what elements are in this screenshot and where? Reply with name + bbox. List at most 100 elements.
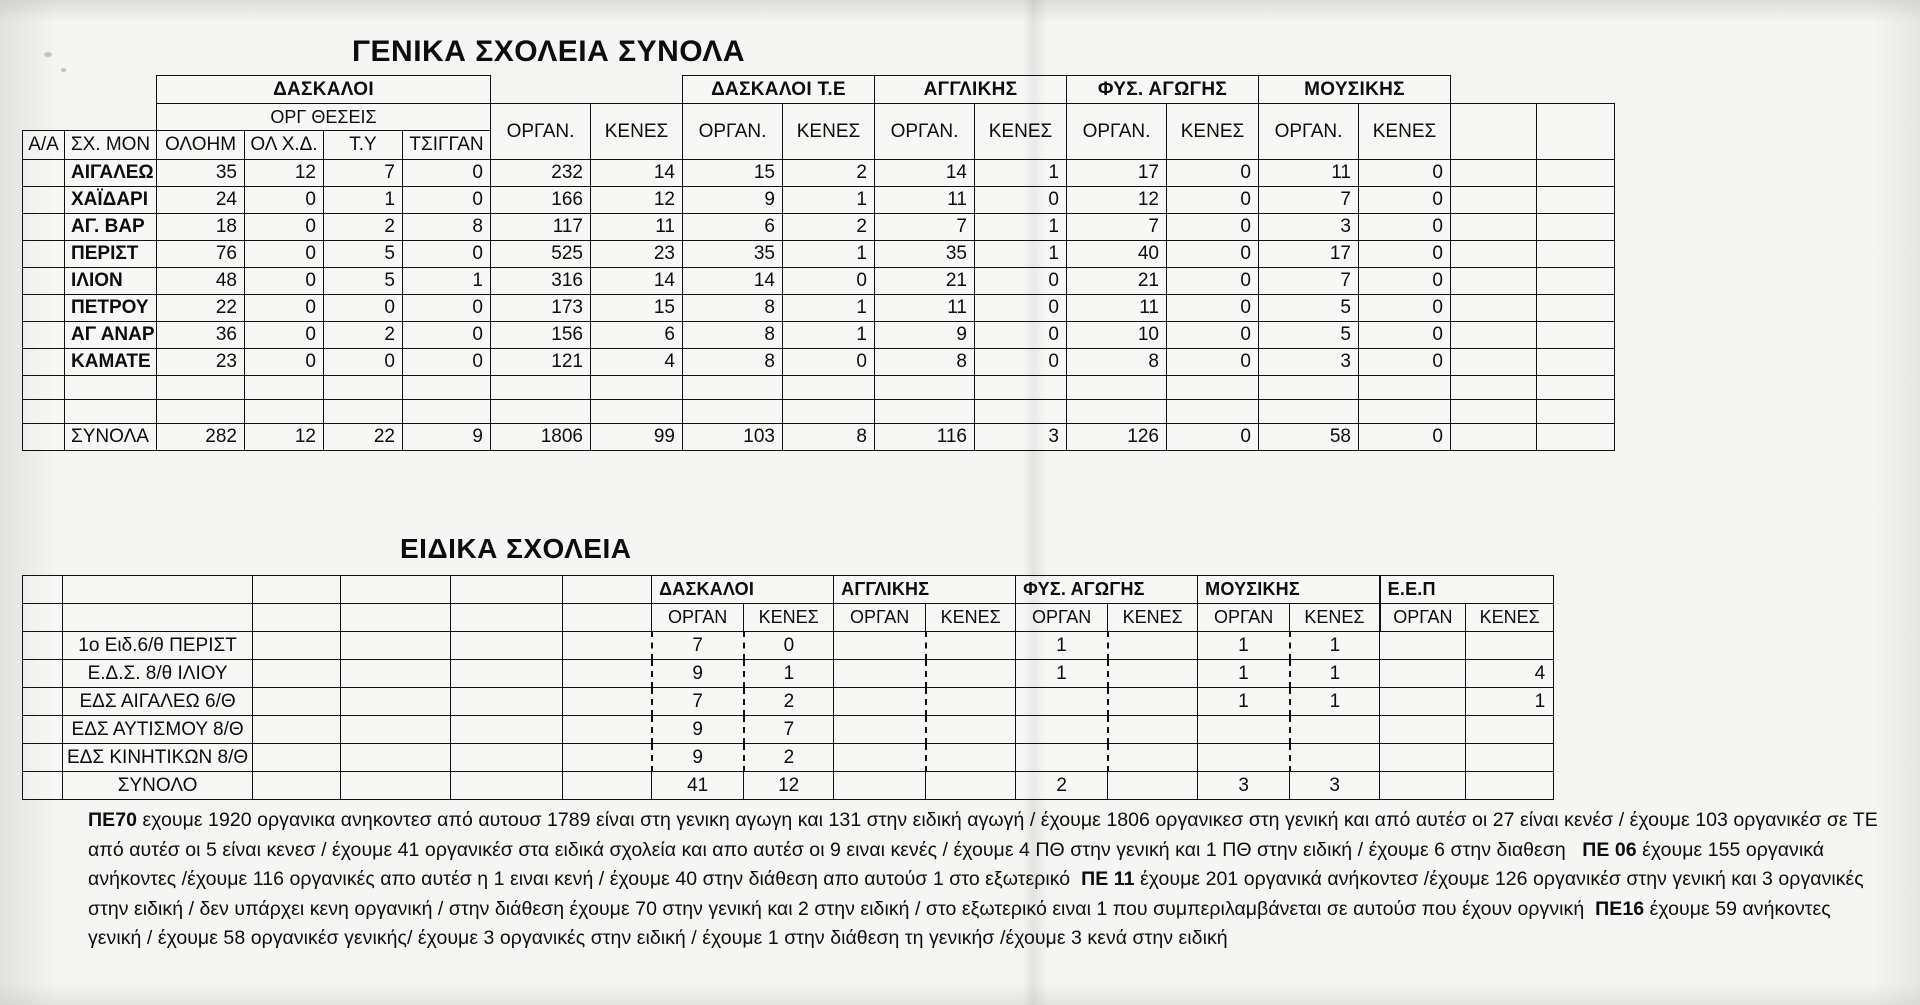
cell-extra-2: [1536, 294, 1615, 322]
table-subgroup-header-row: ΟΡΓ ΘΕΣΕΙΣ ΟΡΓΑΝ. ΚΕΝΕΣ ΟΡΓΑΝ. ΚΕΝΕΣ ΟΡΓ…: [23, 103, 1615, 160]
cell-pe-organ: 11: [1066, 294, 1167, 322]
table-row: ΠΕΡΙΣΤ 76 0 5 0 525 23 35 1 35 1 40 0 17…: [22, 240, 1615, 268]
cell-blank-4: [340, 743, 452, 772]
cell-te-kenes: 2: [782, 213, 875, 241]
blank-cell: [1536, 375, 1615, 400]
cell-aa: [22, 348, 65, 376]
cell-en-organ: 21: [874, 267, 975, 295]
table-row: ΚΑΜΑΤΕ 23 0 0 0 121 4 8 0 8 0 8 0 3 0: [22, 348, 1615, 376]
cell-extra-1: [1450, 294, 1537, 322]
blank-cell: [1066, 399, 1167, 424]
blank-cell: [244, 375, 324, 400]
blank-cell: [1258, 375, 1359, 400]
cell-pe-organ: 8: [1066, 348, 1167, 376]
cell-school-name: ΑΓ. ΒΑΡ: [64, 213, 157, 241]
cell-mu-organ: 7: [1258, 267, 1359, 295]
cell-extra-2: [1536, 159, 1615, 187]
cell-d-kenes: 0: [743, 631, 835, 660]
table-row: ΑΓ ΑΝΑΡ 36 0 2 0 156 6 8 1 9 0 10 0 5 0: [22, 321, 1615, 349]
spacer-cell: [252, 575, 342, 604]
cell-olohm: 24: [156, 186, 245, 214]
cell-blank-3: [252, 659, 342, 688]
table-row: ΕΔΣ ΑΙΓΑΛΕΩ 6/Θ 7 2 1 1 1: [22, 687, 1555, 716]
cell-school-name: ΠΕΡΙΣΤ: [64, 240, 157, 268]
table-row: ΕΔΣ ΚΙΝΗΤΙΚΩΝ 8/Θ 9 2: [22, 743, 1555, 772]
cell-school-name: ΕΔΣ ΑΙΓΑΛΕΩ 6/Θ: [61, 687, 254, 716]
spacer-cell: [340, 575, 452, 604]
blank-cell: [402, 399, 491, 424]
cell-mu-kenes: 0: [1358, 159, 1451, 187]
cell-ol-xd: 0: [244, 213, 324, 241]
cell-d-kenes: 2: [743, 743, 835, 772]
cell-mu-organ: 1: [1197, 659, 1291, 688]
column-header-sx-mon: ΣΧ. ΜΟΝ: [64, 130, 157, 160]
cell-ol-xd: 12: [244, 159, 324, 187]
cell-blank-5: [450, 743, 564, 772]
cell-total-d-organ: 41: [651, 771, 745, 800]
cell-te-organ: 6: [682, 213, 783, 241]
cell-en-kenes: 1: [974, 240, 1067, 268]
cell-total-pe-kenes: [1107, 771, 1199, 800]
cell-blank-3: [252, 715, 342, 744]
cell-school-name: ΕΔΣ ΚΙΝΗΤΙΚΩΝ 8/Θ: [61, 743, 254, 772]
cell-total-mu-kenes: 3: [1289, 771, 1381, 800]
cell-pe-organ: 40: [1066, 240, 1167, 268]
note-label-pe16: ΠΕ16: [1595, 897, 1645, 920]
cell-d-organ: 232: [490, 159, 591, 187]
blank-cell: [874, 375, 975, 400]
blank-cell: [490, 375, 591, 400]
spacer-cell: [340, 603, 452, 632]
cell-te-kenes: 0: [782, 267, 875, 295]
group-header-eep: Ε.Ε.Π: [1378, 575, 1555, 604]
table-row: ΧΑΪΔΑΡΙ 24 0 1 0 166 12 9 1 11 0 12 0 7 …: [22, 186, 1615, 214]
cell-te-kenes: 0: [782, 348, 875, 376]
column-header-mu-kenes: ΚΕΝΕΣ: [1289, 603, 1381, 632]
cell-olohm: 48: [156, 267, 245, 295]
cell-blank-6: [562, 771, 653, 800]
page-title-special: ΕΙΔΙΚΑ ΣΧΟΛΕΙΑ: [400, 533, 632, 564]
blank-cell: [682, 399, 783, 424]
cell-total-en-organ: 116: [874, 423, 975, 451]
cell-pe-organ: [1015, 743, 1109, 772]
table-row: ΕΔΣ ΑΥΤΙΣΜΟΥ 8/Θ 9 7: [22, 715, 1555, 744]
cell-school-name: 1ο Ειδ.6/θ ΠΕΡΙΣΤ: [61, 631, 254, 660]
cell-mu-organ: 7: [1258, 186, 1359, 214]
column-header-te-kenes: ΚΕΝΕΣ: [782, 103, 875, 160]
cell-en-organ: 11: [874, 186, 975, 214]
cell-ty: 1: [323, 186, 403, 214]
column-header-pe-kenes: ΚΕΝΕΣ: [1166, 103, 1259, 160]
special-schools-table: ΔΑΣΚΑΛΟΙ ΑΓΓΛΙΚΗΣ ΦΥΣ. ΑΓΩΓΗΣ ΜΟΥΣΙΚΗΣ Ε…: [22, 575, 1555, 800]
cell-aa: [22, 186, 65, 214]
cell-blank-4: [340, 771, 452, 800]
cell-extra-1: [1450, 348, 1537, 376]
table-column-header-row: Α/Α ΣΧ. ΜΟΝ ΟΛΟΗΜ ΟΛ Χ.Δ. Τ.Υ ΤΣΙΓΓΑΝ: [22, 130, 1615, 160]
cell-te-kenes: 1: [782, 321, 875, 349]
cell-mu-organ: 11: [1258, 159, 1359, 187]
cell-pe-organ: 12: [1066, 186, 1167, 214]
cell-aa: [22, 240, 65, 268]
column-header-mu-organ: ΟΡΓΑΝ: [1197, 603, 1291, 632]
column-header-en-organ: ΟΡΓΑΝ: [833, 603, 927, 632]
cell-ty: 7: [323, 159, 403, 187]
cell-pe-kenes: 0: [1166, 213, 1259, 241]
cell-tsiggan: 0: [402, 294, 491, 322]
extra-column-header-2: [1536, 103, 1615, 160]
blank-cell: [323, 399, 403, 424]
note-text-5: διάθεση απο αυτούσ 1 στο εξωτερικό: [748, 868, 1071, 890]
cell-mu-kenes: [1289, 743, 1381, 772]
group-header-daskaloi: ΔΑΣΚΑΛΟΙ: [156, 75, 491, 104]
cell-total-en-kenes: 3: [974, 423, 1067, 451]
spacer-cell: [562, 575, 653, 604]
cell-ee-kenes: [1465, 631, 1555, 660]
cell-d-kenes: 23: [590, 240, 683, 268]
cell-total-d-kenes: 99: [590, 423, 683, 451]
cell-en-organ: 9: [874, 321, 975, 349]
cell-d-organ: 166: [490, 186, 591, 214]
cell-school-name: ΑΙΓΑΛΕΩ: [64, 159, 157, 187]
column-header-d-kenes: ΚΕΝΕΣ: [743, 603, 835, 632]
cell-total-ee-organ: [1379, 771, 1467, 800]
cell-mu-kenes: 0: [1358, 267, 1451, 295]
cell-aa: [22, 294, 65, 322]
spacer-cell: [61, 603, 254, 632]
